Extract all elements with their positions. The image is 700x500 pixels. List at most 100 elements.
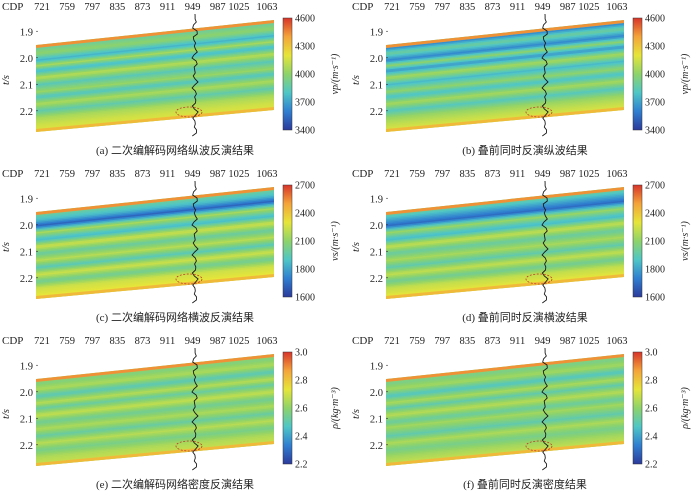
y-tick-label: 2.0 bbox=[20, 54, 33, 65]
x-tick-label: 1063 bbox=[607, 336, 628, 347]
colorbar-tick-label: 2700 bbox=[295, 181, 315, 192]
caption-d: (d) 叠前同时反演横波结果 bbox=[462, 312, 588, 324]
x-tick-label: 949 bbox=[535, 169, 551, 180]
colorbar-tick-label: 2700 bbox=[645, 181, 665, 192]
colorbar bbox=[282, 17, 293, 131]
y-tick-label: 1.9 bbox=[20, 194, 33, 205]
colorbar-tick-label: 2100 bbox=[295, 237, 315, 248]
colorbar-tick-label: 1800 bbox=[645, 265, 665, 276]
section-band bbox=[386, 107, 624, 132]
well-log-trace bbox=[541, 13, 549, 137]
colorbar-tick-label: 2.4 bbox=[645, 432, 658, 443]
x-tick-label: 797 bbox=[84, 169, 100, 180]
section-band bbox=[36, 20, 274, 48]
colorbar-tick-label: 4300 bbox=[645, 42, 665, 53]
chart-f: CDP 721 759 797 835 873 911 949 987 1025 1063 1.9 2.… bbox=[351, 335, 691, 471]
y-tick-label: 2.0 bbox=[370, 221, 383, 232]
x-tick-label: 1025 bbox=[228, 2, 249, 13]
colorbar-tick-label: 4600 bbox=[295, 14, 315, 25]
chart-e: CDP 721 759 797 835 873 911 949 987 1025 1063 1.9 2.… bbox=[1, 335, 341, 471]
colorbar bbox=[632, 351, 643, 465]
seismic-section bbox=[386, 20, 624, 132]
y-tick-label: 1.9 bbox=[370, 27, 383, 38]
x-tick-label: 911 bbox=[510, 2, 525, 13]
y-tick-label: 2.1 bbox=[370, 414, 383, 425]
section-band bbox=[36, 354, 274, 382]
y-axis-title: t/s bbox=[1, 75, 12, 85]
x-tick-label: 911 bbox=[510, 336, 525, 347]
x-tick-label: 1063 bbox=[607, 169, 628, 180]
x-tick-label: 911 bbox=[510, 169, 525, 180]
y-axis-title: t/s bbox=[351, 409, 362, 419]
x-tick-label: 835 bbox=[109, 2, 125, 13]
x-axis-title: CDP bbox=[352, 1, 373, 13]
y-tick-label: 2.0 bbox=[20, 388, 33, 399]
x-tick-label: 987 bbox=[560, 336, 576, 347]
reservoir-marker bbox=[175, 273, 203, 285]
chart-d: CDP 721 759 797 835 873 911 949 987 1025 1063 1.9 2.… bbox=[351, 168, 691, 304]
y-tick-label: 1.9 bbox=[20, 361, 33, 372]
colorbar bbox=[282, 351, 293, 465]
caption-c: (c) 二次编解码网络横波反演结果 bbox=[96, 312, 254, 324]
colorbar-tick-label: 2.8 bbox=[645, 376, 658, 387]
colorbar-tick-label: 2.2 bbox=[295, 460, 308, 471]
panel-c: CDP 721 759 797 835 873 911 949 987 1025 1063 1.9 2.… bbox=[0, 167, 350, 333]
panel-e: CDP 721 759 797 835 873 911 949 987 1025 1063 1.9 2.… bbox=[0, 334, 350, 500]
reservoir-marker bbox=[175, 106, 203, 118]
seismic-section bbox=[36, 20, 274, 132]
y-tick-label: 2.1 bbox=[370, 80, 383, 91]
x-tick-label: 873 bbox=[135, 336, 151, 347]
x-tick-label: 1063 bbox=[607, 2, 628, 13]
seismic-section bbox=[36, 354, 274, 466]
well-log-trace bbox=[191, 13, 199, 137]
y-axis-title: t/s bbox=[351, 75, 362, 85]
panel-f: CDP 721 759 797 835 873 911 949 987 1025 1063 1.9 2.… bbox=[350, 334, 700, 500]
x-tick-label: 911 bbox=[160, 169, 175, 180]
x-axis-title: CDP bbox=[2, 168, 23, 180]
x-tick-label: 1025 bbox=[228, 169, 249, 180]
x-tick-label: 721 bbox=[34, 336, 50, 347]
section-band bbox=[386, 354, 624, 382]
caption-a: (a) 二次编解码网络纵波反演结果 bbox=[96, 145, 254, 157]
caption-b: (b) 叠前同时反演纵波结果 bbox=[462, 145, 588, 157]
x-tick-label: 835 bbox=[459, 336, 475, 347]
section-band bbox=[36, 274, 274, 299]
x-tick-label: 721 bbox=[384, 336, 400, 347]
y-tick-label: 1.9 bbox=[20, 27, 33, 38]
colorbar-tick-label: 1800 bbox=[295, 265, 315, 276]
y-tick-label: 2.2 bbox=[20, 441, 33, 452]
y-tick-label: 2.2 bbox=[370, 274, 383, 285]
x-tick-label: 759 bbox=[59, 2, 75, 13]
panel-a: CDP 721 759 797 835 873 911 949 987 1025 1063 1.9 2.… bbox=[0, 0, 350, 166]
colorbar-title: ρ/(kg·m⁻³) bbox=[330, 386, 341, 429]
colorbar-tick-label: 4300 bbox=[295, 42, 315, 53]
x-tick-label: 721 bbox=[34, 169, 50, 180]
x-tick-label: 797 bbox=[434, 336, 450, 347]
colorbar-title: vs/(m·s⁻¹) bbox=[680, 221, 691, 261]
colorbar-tick-label: 3.0 bbox=[295, 348, 308, 359]
x-tick-label: 759 bbox=[409, 2, 425, 13]
x-tick-label: 797 bbox=[434, 2, 450, 13]
x-tick-label: 721 bbox=[34, 2, 50, 13]
y-tick-label: 2.1 bbox=[20, 414, 33, 425]
x-tick-label: 987 bbox=[560, 169, 576, 180]
y-tick-label: 2.1 bbox=[370, 247, 383, 258]
colorbar-tick-label: 2.8 bbox=[295, 376, 308, 387]
x-tick-label: 797 bbox=[84, 336, 100, 347]
x-axis-title: CDP bbox=[352, 335, 373, 347]
x-tick-label: 873 bbox=[485, 336, 501, 347]
section-band bbox=[386, 441, 624, 466]
x-tick-label: 721 bbox=[384, 2, 400, 13]
seismic-section bbox=[386, 354, 624, 466]
chart-a: CDP 721 759 797 835 873 911 949 987 1025 1063 1.9 2.… bbox=[1, 1, 341, 137]
colorbar-tick-label: 1600 bbox=[295, 293, 315, 304]
colorbar-tick-label: 2.4 bbox=[295, 432, 308, 443]
x-tick-label: 1063 bbox=[257, 169, 278, 180]
colorbar-tick-label: 3400 bbox=[295, 126, 315, 137]
x-axis-title: CDP bbox=[352, 168, 373, 180]
x-tick-label: 949 bbox=[535, 336, 551, 347]
well-log-trace bbox=[191, 180, 199, 304]
x-tick-label: 759 bbox=[409, 169, 425, 180]
colorbar bbox=[632, 184, 643, 298]
x-tick-label: 835 bbox=[109, 336, 125, 347]
